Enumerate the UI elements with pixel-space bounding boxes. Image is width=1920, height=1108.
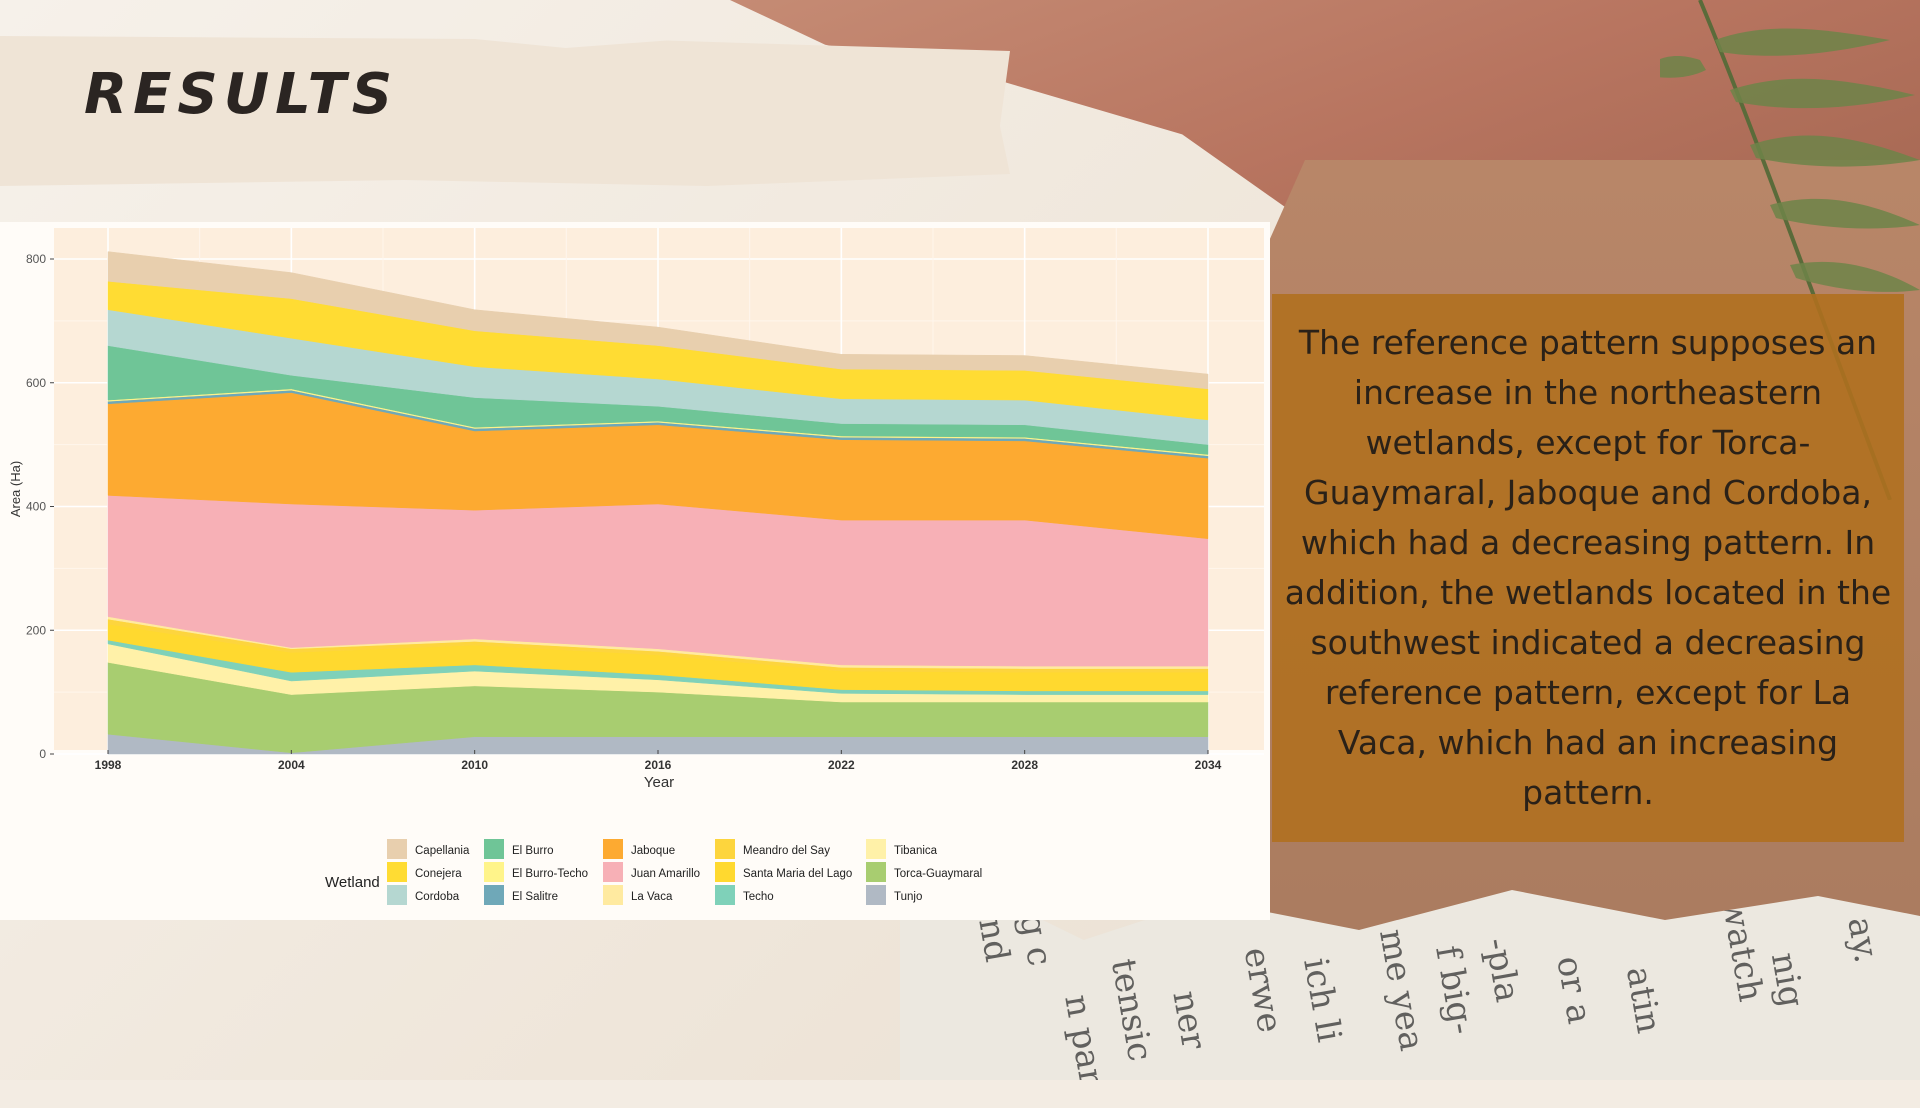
newsprint-fragment: n para bbox=[1056, 991, 1115, 1108]
legend-key-el-burro-techo bbox=[484, 862, 504, 882]
y-tick-label: 400 bbox=[26, 500, 46, 514]
legend-key-juan-amarillo bbox=[603, 862, 623, 882]
y-tick-label: 800 bbox=[26, 252, 46, 266]
legend-label-jaboque: Jaboque bbox=[631, 845, 675, 857]
x-tick-label: 2022 bbox=[828, 758, 855, 772]
x-tick-label: 2034 bbox=[1195, 758, 1222, 772]
legend-label-el-salitre: El Salitre bbox=[512, 891, 558, 903]
legend-key-tunjo bbox=[866, 885, 886, 905]
x-axis-title: Year bbox=[644, 774, 674, 791]
slide-title: RESULTS bbox=[84, 62, 399, 127]
legend-label-tibanica: Tibanica bbox=[894, 845, 938, 857]
y-tick-label: 600 bbox=[26, 376, 46, 390]
legend-label-la-vaca: La Vaca bbox=[631, 891, 673, 903]
x-tick-label: 2028 bbox=[1011, 758, 1038, 772]
y-tick-label: 0 bbox=[39, 747, 46, 761]
x-tick-label: 2010 bbox=[461, 758, 488, 772]
newsprint-fragment: atin bbox=[1617, 963, 1669, 1037]
legend-key-santa-maria-del-lago bbox=[715, 862, 735, 882]
newsprint-fragment: f big- bbox=[1427, 942, 1483, 1038]
legend-label-tunjo: Tunjo bbox=[894, 891, 922, 903]
y-tick-label: 200 bbox=[26, 623, 46, 637]
newsprint-fragment: ner bbox=[1164, 987, 1214, 1053]
newsprint-fragment: or a bbox=[1548, 953, 1600, 1027]
legend-label-conejera: Conejera bbox=[415, 868, 462, 880]
text-box: The reference pattern supposes an increa… bbox=[1272, 294, 1904, 842]
legend-key-capellania bbox=[387, 839, 407, 859]
legend-key-torca-guaymaral bbox=[866, 862, 886, 882]
newsprint-fragment: nig bbox=[1762, 949, 1812, 1011]
newsprint-fragment: watch bbox=[1713, 895, 1771, 1005]
legend-key-meandro-del-say bbox=[715, 839, 735, 859]
legend-label-juan-amarillo: Juan Amarillo bbox=[631, 868, 700, 880]
legend-key-jaboque bbox=[603, 839, 623, 859]
legend-key-el-salitre bbox=[484, 885, 504, 905]
legend-label-santa-maria-del-lago: Santa Maria del Lago bbox=[743, 868, 852, 880]
legend-label-techo: Techo bbox=[743, 891, 774, 903]
x-tick-label: 2016 bbox=[645, 758, 672, 772]
legend-key-cordoba bbox=[387, 885, 407, 905]
body-text: The reference pattern supposes an increa… bbox=[1284, 323, 1892, 812]
newsprint-fragment: me yea bbox=[1371, 926, 1432, 1054]
area-capellania bbox=[107, 251, 1209, 390]
newsprint-fragment: erwe bbox=[1235, 944, 1290, 1036]
newsprint-fragment: -pla bbox=[1476, 934, 1528, 1006]
legend-label-meandro-del-say: Meandro del Say bbox=[743, 845, 830, 857]
legend-key-techo bbox=[715, 885, 735, 905]
stacked-area-chart: 0 200 400 600 800 1998 2004 2010 2016 2022 2028 203… bbox=[8, 228, 1264, 905]
legend-label-torca-guaymaral: Torca-Guaymaral bbox=[894, 868, 982, 880]
legend-label-cordoba: Cordoba bbox=[415, 891, 460, 903]
title-paper-strip bbox=[0, 36, 1010, 186]
newsprint-fragment: tensic bbox=[1102, 955, 1161, 1065]
legend-key-la-vaca bbox=[603, 885, 623, 905]
chart-card: 0 200 400 600 800 1998 2004 2010 2016 2022 2028 203… bbox=[0, 222, 1270, 920]
x-tick-label: 1998 bbox=[95, 758, 122, 772]
newsprint-fragment: ich li bbox=[1295, 954, 1350, 1046]
newsprint-fragment: ay. bbox=[1839, 913, 1887, 967]
y-axis-title: Area (Ha) bbox=[8, 461, 23, 517]
x-tick-label: 2004 bbox=[278, 758, 305, 772]
legend-key-el-burro bbox=[484, 839, 504, 859]
legend-key-tibanica bbox=[866, 839, 886, 859]
legend-label-capellania: Capellania bbox=[415, 845, 470, 857]
legend-title: Wetland bbox=[325, 874, 380, 891]
legend-label-el-burro: El Burro bbox=[512, 845, 554, 857]
legend-label-el-burro-techo: El Burro-Techo bbox=[512, 868, 588, 880]
legend-key-conejera bbox=[387, 862, 407, 882]
